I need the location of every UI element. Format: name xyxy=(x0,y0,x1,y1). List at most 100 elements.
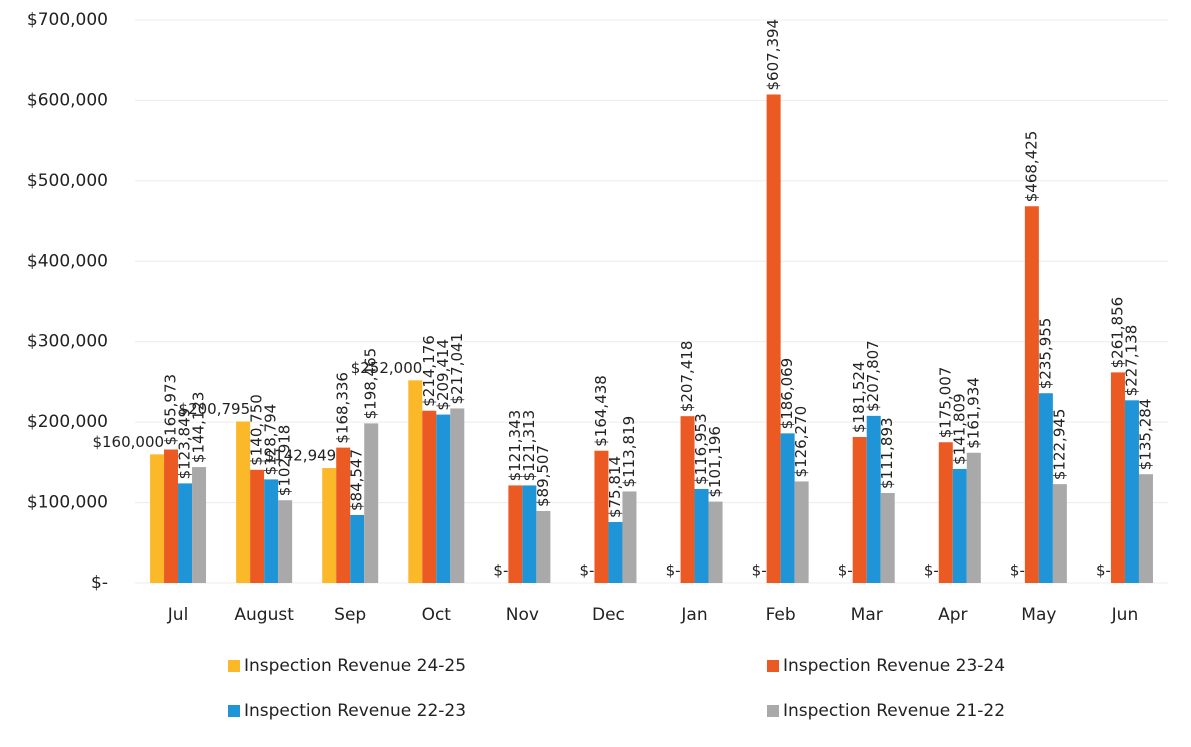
value-label: $111,893 xyxy=(878,417,896,489)
y-tick-label: $700,000 xyxy=(27,10,108,30)
legend-label: Inspection Revenue 21-22 xyxy=(783,701,1005,721)
x-tick-label: Apr xyxy=(938,605,967,625)
y-tick-label: $- xyxy=(91,573,108,593)
bar xyxy=(780,433,795,583)
bar xyxy=(436,414,451,583)
bar xyxy=(278,500,293,583)
bar xyxy=(508,485,523,583)
value-label: $144,123 xyxy=(190,392,208,464)
bar xyxy=(536,511,551,583)
value-label: $- xyxy=(1010,562,1025,580)
value-label: $75,814 xyxy=(606,456,624,518)
value-label: $227,138 xyxy=(1122,325,1140,397)
value-label: $164,438 xyxy=(592,375,610,447)
x-tick-label: May xyxy=(1021,605,1056,625)
x-tick-label: Jan xyxy=(680,605,707,625)
bar xyxy=(852,437,867,583)
value-label: $235,955 xyxy=(1036,318,1054,390)
value-label: $116,953 xyxy=(692,413,710,485)
bar xyxy=(952,468,967,583)
legend-label: Inspection Revenue 24-25 xyxy=(244,656,466,676)
x-tick-label: Jul xyxy=(167,605,189,625)
bar xyxy=(1024,206,1039,584)
bar xyxy=(350,515,365,583)
bar xyxy=(794,481,809,583)
bar xyxy=(966,452,981,583)
value-label: $198,465 xyxy=(362,348,380,420)
bar xyxy=(594,450,609,583)
bar xyxy=(622,491,637,583)
bar xyxy=(336,447,351,583)
value-label: $128,794 xyxy=(262,404,280,476)
y-tick-label: $300,000 xyxy=(27,332,108,352)
legend-swatch xyxy=(228,660,240,672)
bar xyxy=(1110,372,1125,583)
x-tick-label: Oct xyxy=(422,605,452,625)
bar xyxy=(522,485,537,583)
bar xyxy=(264,479,279,583)
bar xyxy=(1038,393,1053,583)
value-label: $- xyxy=(493,562,508,580)
value-label: $209,414 xyxy=(434,339,452,411)
value-label: $175,007 xyxy=(936,367,954,439)
value-label: $126,270 xyxy=(792,406,810,478)
bar xyxy=(694,488,709,583)
value-label: $161,934 xyxy=(964,377,982,449)
value-label: $168,336 xyxy=(334,372,352,444)
y-tick-label: $100,000 xyxy=(27,493,108,513)
value-label: $- xyxy=(838,562,853,580)
value-label: $- xyxy=(924,562,939,580)
bar xyxy=(1138,474,1153,583)
bar xyxy=(192,467,207,583)
value-label: $165,973 xyxy=(162,374,180,446)
legend-swatch xyxy=(767,660,779,672)
value-label: $- xyxy=(579,562,594,580)
value-label: $141,809 xyxy=(950,393,968,465)
x-tick-label: Feb xyxy=(766,605,796,625)
x-tick-label: Mar xyxy=(851,605,883,625)
bar xyxy=(608,522,623,583)
bar xyxy=(708,501,723,583)
bar xyxy=(178,483,193,583)
bar xyxy=(408,380,423,583)
value-label: $207,807 xyxy=(864,340,882,412)
value-label: $102,918 xyxy=(276,425,294,497)
value-label: $261,856 xyxy=(1108,297,1126,369)
value-label: $84,547 xyxy=(348,449,366,511)
bar xyxy=(236,421,251,583)
value-label: $214,176 xyxy=(420,335,438,407)
y-tick-label: $500,000 xyxy=(27,171,108,191)
legend-label: Inspection Revenue 22-23 xyxy=(244,701,466,721)
value-label: $101,196 xyxy=(706,426,724,498)
value-label: $- xyxy=(666,562,681,580)
value-label: $200,795 xyxy=(179,400,251,418)
value-label: $186,069 xyxy=(778,358,796,430)
bar xyxy=(150,454,165,583)
value-label: $160,000 xyxy=(92,433,164,451)
value-label: $123,849 xyxy=(176,408,194,480)
bar xyxy=(322,468,337,583)
bar xyxy=(766,94,781,583)
value-label: $252,000 xyxy=(351,359,423,377)
x-tick-label: Dec xyxy=(592,605,625,625)
value-label: $- xyxy=(752,562,767,580)
x-tick-label: Jun xyxy=(1111,605,1139,625)
value-label: $122,945 xyxy=(1050,409,1068,481)
value-label: $181,524 xyxy=(850,361,868,433)
value-label: $468,425 xyxy=(1022,131,1040,203)
bar xyxy=(422,410,437,583)
x-tick-label: Nov xyxy=(506,605,539,625)
value-label: $217,041 xyxy=(448,333,466,405)
legend-swatch xyxy=(228,705,240,717)
y-tick-label: $600,000 xyxy=(27,90,108,110)
x-tick-label: Sep xyxy=(334,605,366,625)
y-tick-label: $400,000 xyxy=(27,251,108,271)
value-label: $207,418 xyxy=(678,341,696,413)
bar xyxy=(1124,400,1139,583)
legend-label: Inspection Revenue 23-24 xyxy=(783,656,1005,676)
bar xyxy=(250,469,265,583)
bar xyxy=(938,442,953,583)
bar xyxy=(364,423,379,583)
value-label: $140,750 xyxy=(248,394,266,466)
